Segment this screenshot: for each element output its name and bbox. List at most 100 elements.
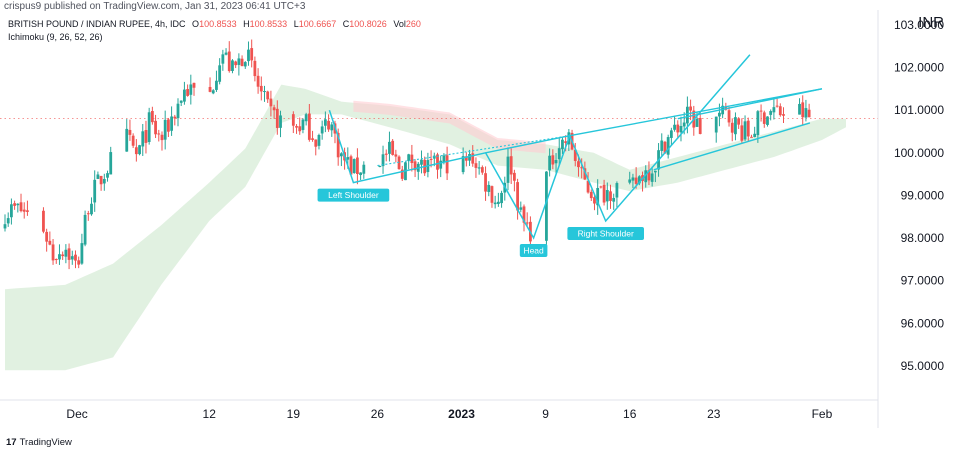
candle-body [388,141,391,154]
candle [243,61,247,69]
candle-body [666,137,670,155]
candle [311,130,314,142]
candle-body [561,139,564,150]
candle [798,98,801,115]
candle [730,118,734,142]
candle-body [147,112,151,142]
candle-body [740,125,744,141]
candle-body [554,160,558,164]
candle-body [253,60,257,77]
candle [170,106,173,136]
candle [183,81,186,105]
candle-body [186,89,190,96]
candle [160,131,164,151]
candle [647,161,651,186]
candle [90,197,93,216]
candle-body [753,133,757,137]
x-tick-label: Dec [66,407,87,421]
x-tick-label: 16 [623,407,637,421]
candle [45,228,49,252]
candle [291,111,295,134]
candle [64,244,68,264]
candle [551,149,555,170]
candle-body [256,75,260,87]
candle-body [593,197,596,204]
candle-body [231,60,234,71]
candle [410,144,414,172]
candle [102,173,106,191]
candle-body [138,145,141,155]
candle-body [778,106,782,116]
candle [480,165,484,175]
candle-body [807,109,811,118]
candle-body [506,156,510,183]
candle-body [77,260,81,265]
candle [237,53,241,76]
y-tick-label: 100.0000 [894,146,944,160]
candle-body [61,254,65,257]
candle-body [477,167,481,169]
candle-body [301,119,305,130]
candle-body [410,154,414,164]
candle-body [586,181,590,193]
candle [26,200,29,216]
candle-body [64,249,68,257]
candle-body [327,120,330,130]
channel-upper-line [677,88,823,120]
candle-body [179,100,183,103]
neckline [485,135,570,154]
candle-body [150,110,154,123]
candle-body [689,106,692,111]
pattern-label-text: Right Shoulder [578,228,634,238]
candle [301,118,305,134]
candle-body [730,122,734,133]
candle-body [26,210,29,212]
x-tick-label: 9 [542,407,549,421]
candle [778,103,782,117]
upper-trendline [569,88,823,137]
candle [128,119,132,141]
tradingview-footer[interactable]: 17 TradingView [6,437,72,448]
candle-body [496,201,500,204]
candle-body [307,113,311,140]
candle-body [801,102,805,118]
candle-body [99,175,103,185]
candle [215,70,218,92]
volume-value: 260 [405,19,421,29]
candle-body [176,103,180,119]
candle-body [320,126,324,134]
candle [631,173,635,189]
candle-body [394,154,398,157]
x-tick-label: 23 [707,407,721,421]
candle [221,49,225,71]
candle-body [599,186,603,188]
candle-body [660,140,664,151]
volume-label: Vol [393,19,406,29]
candle [609,184,612,209]
candle [83,210,87,247]
candle-body [685,106,689,124]
candle [727,106,731,127]
candle [356,148,359,185]
candle-body [714,116,718,133]
candle [295,124,298,134]
candle-body [525,222,529,224]
ichimoku-legend[interactable]: Ichimoku (9, 26, 52, 26) [8,32,103,42]
ichimoku-cloud-bullish [5,84,846,371]
candle [605,182,609,210]
candle [554,153,558,174]
candle-body [314,139,318,147]
candle [772,97,776,120]
candle [420,150,423,174]
candle [743,115,747,142]
candle-body [359,172,363,176]
candle [580,158,584,179]
candle-body [183,89,186,102]
candle-body [272,107,276,111]
candle [339,152,343,167]
candle [22,202,26,219]
candle [144,120,148,154]
candle-body [516,182,519,211]
